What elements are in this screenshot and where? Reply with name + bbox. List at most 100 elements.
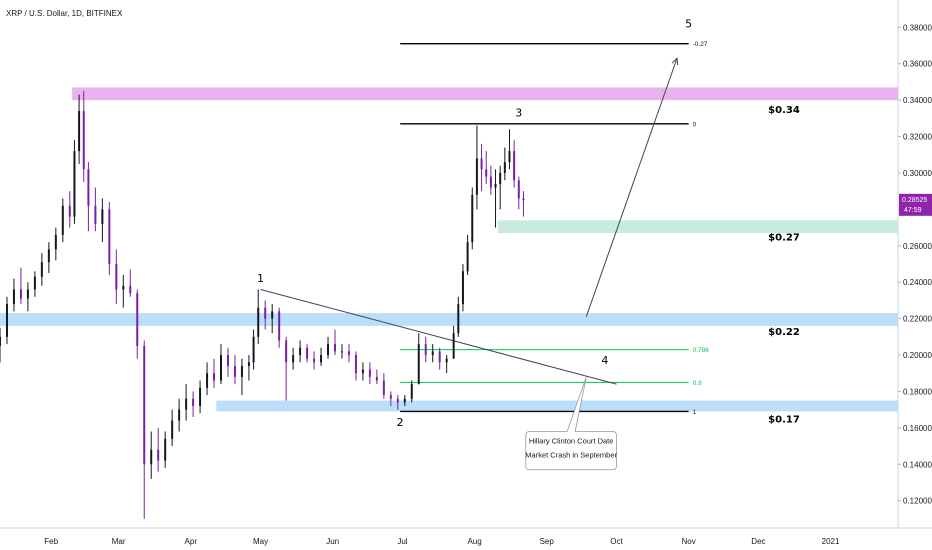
candle-body-48[interactable]	[320, 355, 323, 363]
candle-body-17[interactable]	[108, 209, 111, 264]
candle-body-38[interactable]	[252, 336, 255, 363]
candle-body-77[interactable]	[499, 172, 502, 184]
candle-body-20[interactable]	[129, 285, 132, 294]
candle-body-30[interactable]	[199, 387, 202, 407]
candle-body-11[interactable]	[73, 151, 76, 217]
candle-body-26[interactable]	[171, 420, 174, 439]
candle-body-24[interactable]	[157, 449, 160, 461]
candle-body-51[interactable]	[340, 351, 343, 353]
candle-body-75[interactable]	[489, 176, 492, 188]
candle-body-54[interactable]	[361, 369, 364, 374]
candle-body-64[interactable]	[431, 351, 434, 356]
candle-body-14[interactable]	[87, 169, 90, 206]
candle-body-63[interactable]	[424, 344, 427, 356]
candle-body-22[interactable]	[143, 345, 146, 465]
candle-body-80[interactable]	[513, 151, 516, 181]
xtick-label-4: Jun	[326, 537, 339, 546]
candle-body-78[interactable]	[503, 162, 506, 173]
candle-body-1[interactable]	[5, 304, 8, 337]
candle-body-45[interactable]	[299, 347, 302, 356]
candle-body-13[interactable]	[82, 111, 85, 170]
candle-body-16[interactable]	[101, 209, 104, 224]
candle-body-52[interactable]	[347, 351, 350, 356]
candle-body-76[interactable]	[494, 183, 497, 188]
candle-body-12[interactable]	[78, 111, 81, 152]
candle-body-9[interactable]	[61, 205, 64, 235]
candle-body-82[interactable]	[522, 198, 525, 201]
ytick-label-12: 0.36000	[903, 60, 932, 69]
candle-body-58[interactable]	[389, 395, 392, 399]
callout-line-1: Market Crash in September	[525, 451, 617, 460]
candle-body-37[interactable]	[247, 362, 250, 366]
candle-body-44[interactable]	[292, 355, 295, 363]
candle-body-59[interactable]	[396, 398, 399, 403]
candle-body-19[interactable]	[122, 285, 125, 290]
candle-body-42[interactable]	[278, 311, 281, 341]
candle-body-7[interactable]	[47, 249, 50, 263]
candle-body-55[interactable]	[368, 369, 371, 377]
candle-body-0[interactable]	[0, 336, 1, 346]
candle-body-43[interactable]	[285, 340, 288, 363]
candle-body-23[interactable]	[150, 449, 153, 465]
candle-body-46[interactable]	[306, 347, 309, 359]
candle-body-32[interactable]	[213, 373, 216, 381]
projection-arrow-line[interactable]	[585, 58, 678, 317]
candle-body-60[interactable]	[403, 398, 406, 403]
candle-body-15[interactable]	[94, 205, 97, 224]
candle-body-74[interactable]	[485, 169, 488, 177]
candle-body-27[interactable]	[178, 409, 181, 421]
candle-body-33[interactable]	[220, 355, 223, 381]
candle-body-41[interactable]	[271, 311, 274, 319]
candle-body-70[interactable]	[466, 242, 469, 272]
xtick-label-11: 2021	[822, 537, 840, 546]
candle-body-10[interactable]	[68, 205, 71, 217]
candle-body-57[interactable]	[382, 380, 385, 396]
candle-body-2[interactable]	[12, 289, 15, 305]
candle-body-56[interactable]	[375, 376, 378, 381]
candle-body-4[interactable]	[26, 289, 29, 299]
candle-body-49[interactable]	[327, 344, 330, 356]
candle-body-36[interactable]	[240, 365, 243, 377]
candle-body-8[interactable]	[54, 234, 57, 250]
candle-body-6[interactable]	[40, 262, 43, 277]
ytick-label-6: 0.24000	[903, 278, 932, 287]
candle-body-81[interactable]	[517, 180, 520, 199]
callout-box[interactable]	[525, 376, 617, 471]
candle-body-3[interactable]	[19, 289, 22, 299]
candle-body-66[interactable]	[445, 358, 448, 363]
xtick-label-6: Aug	[467, 537, 481, 546]
candle-body-28[interactable]	[185, 398, 188, 410]
candle-body-47[interactable]	[313, 358, 316, 363]
candle-body-67[interactable]	[452, 333, 455, 359]
projection-arrow-head	[671, 57, 679, 66]
fib-label-4: 1	[693, 409, 697, 416]
xtick-label-3: May	[253, 537, 268, 546]
trendline[interactable]	[260, 289, 617, 385]
candle-body-53[interactable]	[354, 355, 357, 374]
current-price-tag[interactable]	[899, 193, 932, 216]
candle-body-61[interactable]	[410, 384, 413, 399]
candle-body-25[interactable]	[164, 438, 167, 461]
candle-body-29[interactable]	[192, 398, 195, 407]
candle-body-50[interactable]	[334, 344, 337, 352]
candle-body-65[interactable]	[438, 351, 441, 363]
xtick-label-0: Feb	[44, 537, 58, 546]
candle-body-34[interactable]	[226, 355, 229, 366]
fib-label-0: -0.27	[693, 41, 708, 48]
candle-body-62[interactable]	[417, 344, 420, 385]
candle-body-79[interactable]	[508, 151, 511, 163]
candle-body-73[interactable]	[480, 158, 483, 170]
candle-body-5[interactable]	[33, 276, 36, 290]
candle-body-72[interactable]	[475, 158, 478, 195]
candle-body-21[interactable]	[136, 293, 139, 346]
candle-body-31[interactable]	[206, 373, 209, 388]
candle-body-39[interactable]	[257, 307, 260, 337]
candle-body-18[interactable]	[115, 264, 118, 290]
candle-body-71[interactable]	[471, 194, 474, 243]
candle-body-68[interactable]	[457, 304, 460, 334]
candle-body-35[interactable]	[233, 365, 236, 377]
xtick-label-1: Mar	[112, 537, 126, 546]
candle-body-40[interactable]	[264, 307, 267, 319]
candle-body-69[interactable]	[461, 271, 464, 305]
